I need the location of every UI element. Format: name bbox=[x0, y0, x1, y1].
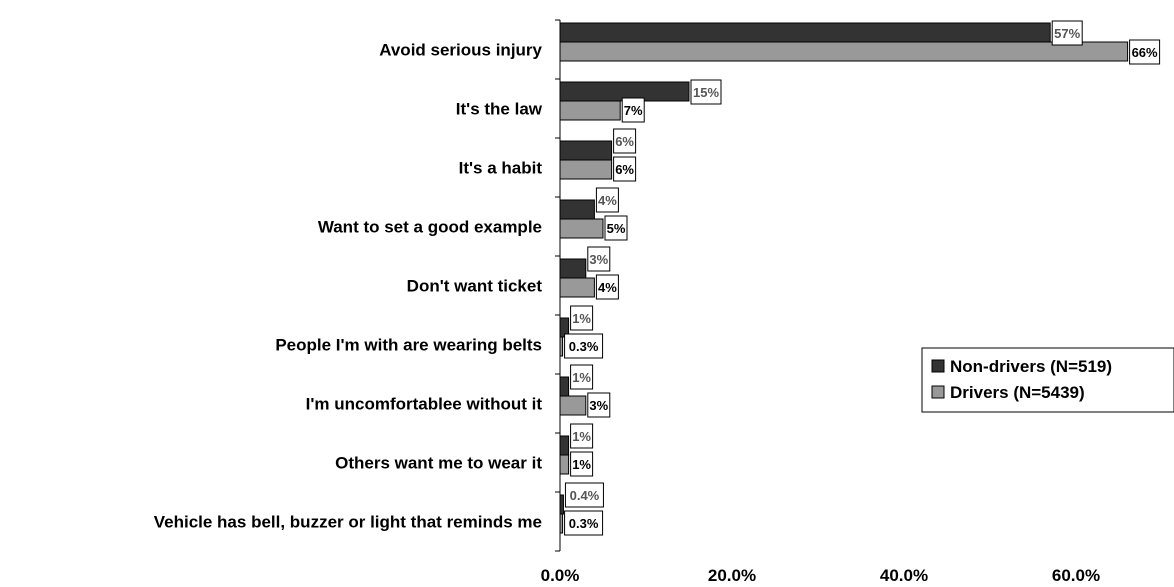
data-label: 15% bbox=[693, 85, 719, 100]
data-label-box bbox=[564, 510, 604, 536]
data-label: 6% bbox=[615, 162, 634, 177]
category-label: People I'm with are wearing belts bbox=[275, 336, 542, 355]
bar bbox=[559, 376, 570, 397]
x-tick-label: 60.0% bbox=[1052, 566, 1100, 585]
category-label: Want to set a good example bbox=[318, 218, 542, 237]
data-label: 3% bbox=[589, 398, 608, 413]
category-label: Others want me to wear it bbox=[335, 454, 542, 473]
data-label-box bbox=[595, 187, 619, 213]
bar bbox=[559, 100, 621, 121]
x-tick-label: 20.0% bbox=[708, 566, 756, 585]
bar bbox=[559, 258, 587, 279]
bar bbox=[559, 395, 587, 416]
data-label-box bbox=[690, 79, 722, 105]
bar bbox=[559, 218, 604, 239]
bar bbox=[559, 454, 570, 475]
category-label: It's a habit bbox=[459, 159, 543, 178]
labels-layer: Avoid serious injury It's the law It's a h… bbox=[154, 20, 1161, 585]
data-label: 7% bbox=[624, 103, 643, 118]
data-label: 4% bbox=[598, 280, 617, 295]
data-label-box bbox=[564, 482, 604, 508]
data-label: 1% bbox=[572, 429, 591, 444]
data-label: 6% bbox=[615, 134, 634, 149]
bar bbox=[559, 277, 595, 298]
legend: Non-drivers (N=519) Drivers (N=5439) bbox=[921, 347, 1174, 413]
data-label-box bbox=[587, 392, 611, 418]
data-label: 0.3% bbox=[569, 339, 599, 354]
data-label: 57% bbox=[1054, 26, 1080, 41]
data-label: 1% bbox=[572, 457, 591, 472]
bar bbox=[559, 140, 613, 161]
bar bbox=[559, 22, 1051, 43]
data-label: 4% bbox=[598, 193, 617, 208]
data-label-box bbox=[570, 364, 594, 390]
category-label: Don't want ticket bbox=[407, 277, 543, 296]
data-label: 66% bbox=[1132, 45, 1158, 60]
legend-swatch bbox=[931, 359, 945, 373]
category-label: I'm uncomfortablee without it bbox=[306, 395, 543, 414]
data-label-box bbox=[613, 156, 637, 182]
bar bbox=[559, 41, 1129, 62]
bar bbox=[559, 435, 570, 456]
axis-layer bbox=[555, 19, 561, 552]
data-label-box bbox=[621, 97, 645, 123]
data-label: 1% bbox=[572, 370, 591, 385]
data-label-box bbox=[587, 246, 611, 272]
legend-box bbox=[921, 347, 1174, 413]
category-label: Vehicle has bell, buzzer or light that r… bbox=[154, 513, 542, 532]
data-label-box bbox=[604, 215, 628, 241]
data-label-box bbox=[1129, 39, 1161, 65]
data-label-box bbox=[564, 333, 604, 359]
data-label-box bbox=[595, 274, 619, 300]
data-label: 0.4% bbox=[570, 488, 600, 503]
data-label: 3% bbox=[589, 252, 608, 267]
data-label-box bbox=[1051, 20, 1083, 46]
data-label-box bbox=[570, 305, 594, 331]
legend-label: Non-drivers (N=519) bbox=[950, 357, 1112, 376]
category-label: Avoid serious injury bbox=[379, 41, 542, 60]
bars-layer bbox=[559, 22, 1129, 534]
data-label-box bbox=[570, 423, 594, 449]
data-label: 0.3% bbox=[569, 516, 599, 531]
legend-label: Drivers (N=5439) bbox=[950, 383, 1085, 402]
data-label-box bbox=[570, 451, 594, 477]
bar bbox=[559, 199, 595, 220]
legend-swatch bbox=[931, 385, 945, 399]
data-label: 1% bbox=[572, 311, 591, 326]
bar bbox=[559, 159, 613, 180]
x-tick-label: 40.0% bbox=[880, 566, 928, 585]
data-label-box bbox=[613, 128, 637, 154]
x-tick-label: 0.0% bbox=[541, 566, 580, 585]
data-label: 5% bbox=[607, 221, 626, 236]
bar bbox=[559, 494, 564, 515]
category-label: It's the law bbox=[456, 100, 543, 119]
